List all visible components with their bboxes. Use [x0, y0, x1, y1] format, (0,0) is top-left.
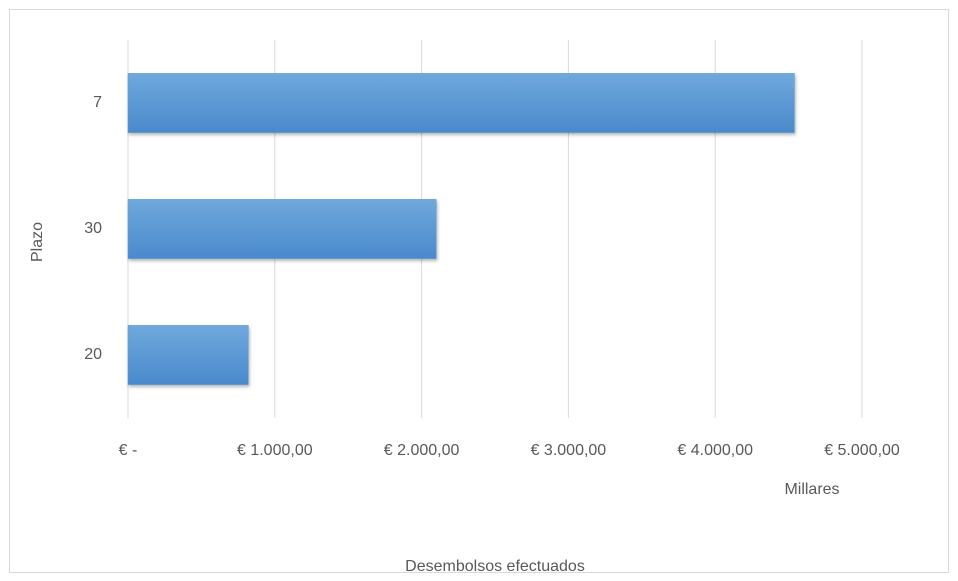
y-tick-label: 20 — [84, 346, 102, 363]
y-tick-label: 7 — [93, 94, 102, 111]
bar — [127, 325, 249, 385]
x-tick-label: € 5.000,00 — [824, 442, 900, 459]
x-tick-label: € 2.000,00 — [384, 442, 460, 459]
x-tick-label: € - — [119, 442, 138, 459]
bar — [127, 199, 437, 259]
x-tick-label: € 3.000,00 — [531, 442, 607, 459]
bar — [127, 73, 795, 133]
display-units-label: Millares — [784, 481, 839, 498]
x-axis-title: Desembolsos efectuados — [405, 558, 585, 575]
x-tick-label: € 1.000,00 — [237, 442, 313, 459]
y-tick-label: 30 — [84, 220, 102, 237]
x-tick-label: € 4.000,00 — [677, 442, 753, 459]
y-axis-title: Plazo — [29, 222, 46, 262]
